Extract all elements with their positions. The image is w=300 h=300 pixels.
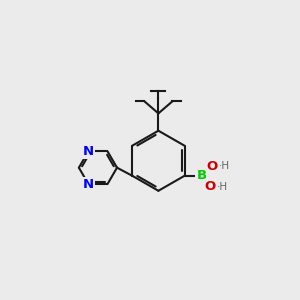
Text: N: N: [83, 178, 94, 190]
Text: ·H: ·H: [217, 182, 228, 192]
Text: ·H: ·H: [219, 160, 230, 171]
Text: N: N: [83, 145, 94, 158]
Text: O: O: [205, 180, 216, 193]
Text: B: B: [196, 169, 206, 182]
Text: O: O: [207, 160, 218, 172]
